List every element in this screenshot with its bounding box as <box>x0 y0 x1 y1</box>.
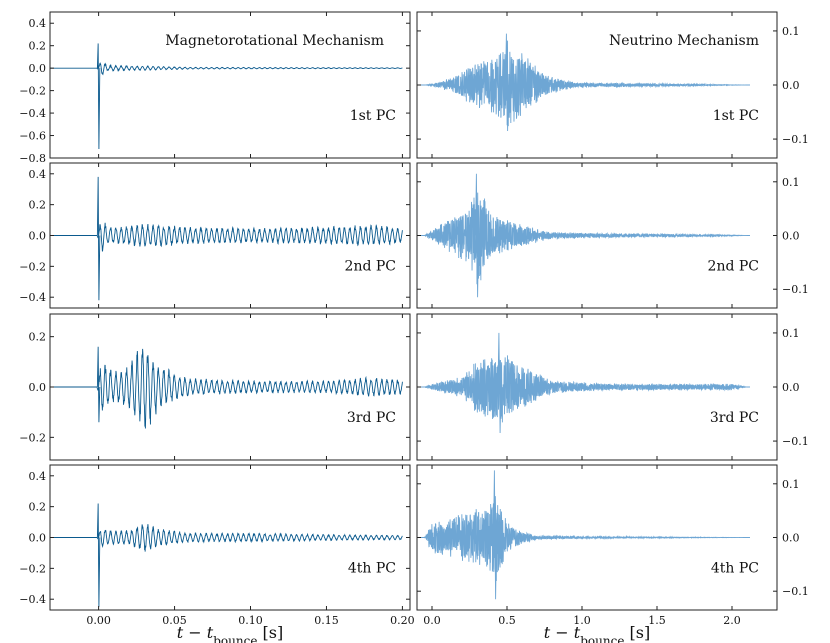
series-line <box>417 332 750 433</box>
xtick-label: 0.0 <box>423 614 441 627</box>
panel-right-2: 0.1 0.0 −0.1 2nd PC <box>416 162 809 309</box>
xtick-label: 0.15 <box>314 614 339 627</box>
ytick-label: 0.2 <box>29 199 47 212</box>
ytick-label: 0.0 <box>782 532 800 545</box>
xtick-label: 0.5 <box>498 614 516 627</box>
series-line <box>417 33 750 131</box>
panel-left-1: 0.4 0.2 0.0 −0.2 −0.4 −0.6 −0.8 1st PC Magnetoro… <box>19 11 411 165</box>
ytick-label: 0.4 <box>29 17 47 30</box>
pc-label: 2nd PC <box>708 258 759 274</box>
ytick-label: 0.0 <box>782 230 800 243</box>
panel-left-3: 0.2 0.0 −0.2 3rd PC <box>19 313 411 461</box>
ytick-label: −0.6 <box>19 130 46 143</box>
ytick-label: −0.2 <box>19 85 46 98</box>
panel-left-4: 0.4 0.2 0.0 −0.2 −0.4 0.00 0.05 0.10 0.15 0.20 4th… <box>19 464 415 627</box>
pc-label: 1st PC <box>713 108 759 124</box>
panel-left-2: 0.4 0.2 0.0 −0.2 −0.4 2nd PC <box>19 162 411 309</box>
ytick-label: −0.8 <box>19 152 46 165</box>
panel-right-1: 0.1 0.0 −0.1 1st PC Neutrino Mechanism <box>416 11 809 159</box>
ytick-label: −0.1 <box>782 283 809 296</box>
ytick-label: −0.4 <box>19 593 46 606</box>
pc-label: 4th PC <box>348 560 396 576</box>
ytick-label: 0.2 <box>29 40 47 53</box>
x-axis-label-right: t − tbounce [s] <box>544 623 650 643</box>
ytick-label: 0.4 <box>29 470 47 483</box>
ytick-label: 0.1 <box>782 176 800 189</box>
ytick-label: 0.0 <box>782 79 800 92</box>
ytick-label: 0.2 <box>29 331 47 344</box>
ytick-label: −0.2 <box>19 562 46 575</box>
ytick-label: 0.0 <box>782 381 800 394</box>
xtick-label: 1.5 <box>648 614 666 627</box>
ytick-label: −0.1 <box>782 435 809 448</box>
pc-label: 3rd PC <box>347 410 396 426</box>
xtick-label: 2.0 <box>723 614 741 627</box>
ytick-label: −0.2 <box>19 431 46 444</box>
ytick-label: −0.1 <box>782 133 809 146</box>
ytick-label: 0.4 <box>29 168 47 181</box>
pc-label: 2nd PC <box>345 258 396 274</box>
pc-label: 3rd PC <box>710 410 759 426</box>
panel-title: Neutrino Mechanism <box>609 33 759 49</box>
xtick-label: 0.20 <box>390 614 415 627</box>
panel-right-4: 0.1 0.0 −0.1 0.0 0.5 1.0 1.5 2.0 4th PC <box>416 464 809 627</box>
series-line <box>50 503 403 607</box>
xtick-label: 0.05 <box>162 614 187 627</box>
x-axis-label-left: t − tbounce [s] <box>177 623 283 643</box>
panel-title: Magnetorotational Mechanism <box>165 33 384 49</box>
xtick-label: 0.00 <box>86 614 111 627</box>
ytick-label: −0.2 <box>19 260 46 273</box>
ytick-label: −0.4 <box>19 291 46 304</box>
series-line <box>50 176 403 301</box>
pc-label: 4th PC <box>711 560 759 576</box>
ytick-label: 0.1 <box>782 25 800 38</box>
xtick-label: 0.10 <box>238 614 263 627</box>
ytick-label: 0.0 <box>29 532 47 545</box>
series-line <box>50 346 403 429</box>
series-line <box>417 173 750 298</box>
series-line <box>50 43 403 150</box>
ytick-label: 0.1 <box>782 327 800 340</box>
ytick-label: 0.1 <box>782 478 800 491</box>
axes-frame <box>49 11 411 159</box>
ytick-label: 0.0 <box>29 62 47 75</box>
ytick-label: 0.2 <box>29 501 47 514</box>
ytick-label: 0.0 <box>29 381 47 394</box>
panel-right-3: 0.1 0.0 −0.1 3rd PC <box>416 313 809 461</box>
ytick-label: −0.4 <box>19 107 46 120</box>
series-line <box>417 470 750 600</box>
xtick-label: 1.0 <box>573 614 591 627</box>
pc-label: 1st PC <box>350 108 396 124</box>
ytick-label: −0.1 <box>782 585 809 598</box>
ytick-label: 0.0 <box>29 230 47 243</box>
